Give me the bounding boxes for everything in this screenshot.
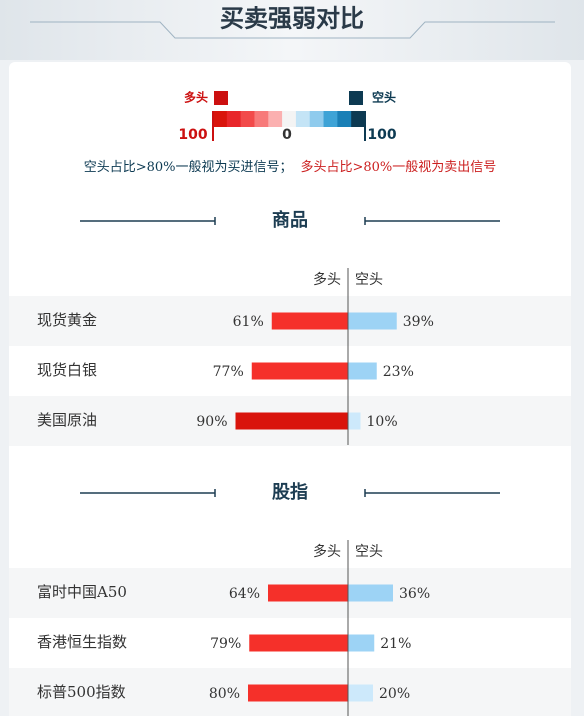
short-bar (348, 362, 377, 380)
scale-swatch (268, 111, 283, 127)
long-value: 80% (209, 686, 240, 702)
section-deco (364, 489, 500, 497)
scale-swatch (282, 111, 297, 127)
short-value: 10% (367, 414, 398, 430)
long-value: 64% (229, 586, 260, 602)
scale-swatch (323, 111, 338, 127)
page-title: 买卖强弱对比 (220, 4, 364, 33)
title-frame (30, 21, 555, 39)
series-header: 空头 (355, 272, 383, 288)
legend-long-swatch (214, 91, 228, 105)
category-label: 富时中国A50 (37, 583, 127, 601)
legend-short: 空头 (372, 90, 396, 105)
note-part: 空头占比>80%一般视为买进信号； (84, 159, 293, 175)
long-value: 61% (233, 314, 264, 330)
scale-label: 100 (367, 127, 396, 143)
short-bar (348, 634, 375, 652)
series-header: 多头 (313, 543, 341, 560)
short-value: 20% (379, 686, 410, 702)
title-band (0, 0, 584, 60)
short-bar (348, 584, 393, 602)
section-title: 股指 (271, 481, 308, 503)
section-deco (80, 217, 216, 225)
long-bar (248, 684, 348, 702)
short-value: 36% (399, 586, 430, 602)
category-label: 现货黄金 (37, 311, 97, 329)
long-bar (251, 362, 348, 380)
scale-swatch (240, 111, 255, 127)
long-bar (235, 412, 348, 430)
scale-label: 0 (282, 127, 292, 143)
long-value: 77% (213, 364, 244, 380)
legend-short-swatch (349, 91, 363, 105)
scale-swatch (337, 111, 352, 127)
scale-swatch (351, 111, 366, 127)
scale-swatch (309, 111, 325, 127)
section-deco (80, 489, 216, 497)
short-bar (348, 312, 397, 330)
scale-swatch (213, 111, 228, 127)
note-part: 多头占比>80%一般视为卖出信号 (301, 159, 497, 175)
legend-long: 多头 (184, 90, 208, 105)
category-label: 美国原油 (37, 411, 97, 429)
scale-swatch (254, 111, 269, 127)
series-header: 空头 (355, 544, 383, 560)
long-value: 90% (196, 414, 227, 430)
short-value: 23% (383, 364, 414, 380)
short-bar (348, 412, 361, 430)
scale-swatch (295, 111, 311, 127)
short-value: 39% (403, 314, 434, 330)
note: 空头占比>80%一般视为买进信号； 多头占比>80%一般视为卖出信号 (84, 159, 497, 175)
scale-label: 100 (178, 127, 207, 143)
section-title: 商品 (272, 209, 308, 231)
short-bar (348, 684, 373, 702)
category-label: 现货白银 (37, 361, 97, 379)
category-label: 香港恒生指数 (37, 633, 127, 651)
short-value: 21% (380, 636, 411, 652)
section-deco (364, 217, 500, 225)
long-bar (249, 634, 348, 652)
category-label: 标普500指数 (37, 683, 126, 701)
long-bar (271, 312, 348, 330)
card (9, 62, 571, 716)
scale-swatch (226, 111, 242, 127)
long-bar (268, 584, 348, 602)
series-header: 多头 (313, 271, 341, 288)
long-value: 79% (210, 636, 241, 652)
